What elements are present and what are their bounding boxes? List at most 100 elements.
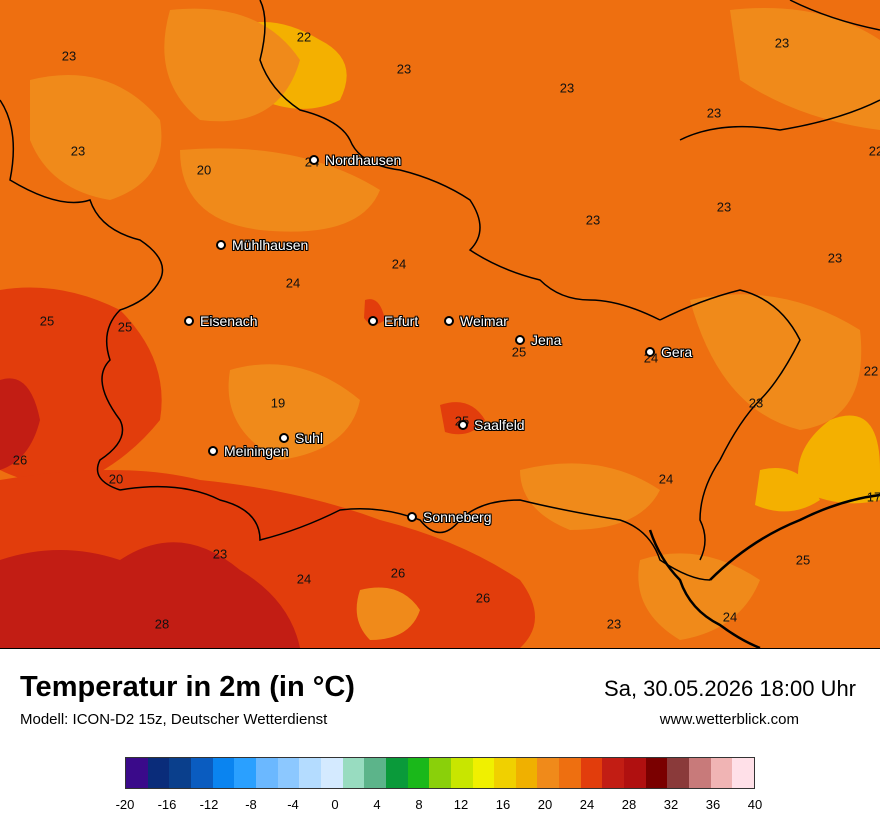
city-marker-icon [279,433,289,443]
border-east [659,99,880,561]
cool-patch-south [520,463,660,530]
city-name: Jena [531,332,562,348]
city-name: Sonneberg [423,509,492,525]
border-west [0,99,164,491]
scale-tick-label: 32 [663,797,679,812]
value-label: 23 [61,48,77,64]
city-name: Erfurt [384,313,419,329]
city-muehlhausen[interactable]: Mühlhausen [216,237,308,253]
value-label: 22 [863,363,879,379]
color-swatch [559,758,581,788]
map-title: Temperatur in 2m (in °C) [20,671,355,703]
color-swatch [385,758,408,788]
scale-tick-label: -20 [115,797,135,812]
city-name: Weimar [460,313,508,329]
cool-area-east [798,415,880,504]
color-swatch [299,758,321,788]
color-swatch [494,758,516,788]
city-name: Mühlhausen [232,237,309,253]
hot-area-sw [0,542,300,648]
cool-patch-center [180,148,380,232]
color-swatch [710,758,733,788]
model-info: Modell: ICON-D2 15z, Deutscher Wetterdie… [20,711,328,728]
scale-tick-label: -4 [287,797,299,812]
border-south [119,485,711,581]
value-label: 22 [868,143,880,159]
scale-tick-label: 20 [537,797,553,812]
cool-patch-sonneberg [356,587,420,640]
color-swatch [472,758,495,788]
color-swatch [147,758,170,788]
color-swatch [190,758,213,788]
city-jena[interactable]: Jena [515,332,561,348]
city-marker-icon [216,240,226,250]
scale-tick-label: 4 [373,797,381,812]
value-label: 26 [475,590,491,606]
color-swatch [689,758,711,788]
cool-patch-north [164,8,300,122]
value-label: 23 [606,616,622,632]
city-erfurt[interactable]: Erfurt [368,313,418,329]
color-swatch [537,758,560,788]
city-sonneberg[interactable]: Sonneberg [407,509,492,525]
scale-tick-label: 8 [415,797,423,812]
city-gera[interactable]: Gera [645,344,692,360]
value-label: 24 [391,256,407,272]
color-swatch [602,758,625,788]
cool-patch-nw [30,75,162,200]
value-label: 20 [108,471,124,487]
color-swatch [580,758,603,788]
scale-tick-label: -8 [245,797,257,812]
city-name: Eisenach [200,313,258,329]
color-swatch [126,758,148,788]
value-label: 23 [585,212,601,228]
city-marker-icon [208,446,218,456]
scale-tick-label: 16 [495,797,511,812]
value-label: 23 [748,395,764,411]
color-swatch [407,758,430,788]
color-swatch [667,758,690,788]
scale-tick-label: 0 [331,797,339,812]
scale-tick-label: -12 [199,797,219,812]
website-link[interactable]: www.wetterblick.com [659,711,799,728]
color-swatch [169,758,191,788]
value-label: 23 [716,199,732,215]
value-label: 25 [795,552,811,568]
state-borders [0,0,880,581]
border-ne [789,0,880,31]
city-nordhausen[interactable]: Nordhausen [309,152,401,168]
color-scale [125,757,755,789]
cool-area-east2 [755,468,820,512]
cool-patch-se [638,553,760,640]
value-label: 23 [706,105,722,121]
color-swatch [255,758,278,788]
scale-tick-label: 12 [453,797,469,812]
value-label: 17 [866,489,880,505]
cool-patch-ne [730,8,880,130]
scale-tick-label: -16 [157,797,177,812]
color-swatch [277,758,300,788]
city-saalfeld[interactable]: Saalfeld [458,417,525,433]
city-eisenach[interactable]: Eisenach [184,313,258,329]
scale-tick-label: 36 [705,797,721,812]
hot-area-w [0,378,40,470]
city-name: Nordhausen [325,152,402,168]
city-weimar[interactable]: Weimar [444,313,508,329]
color-swatch [320,758,343,788]
color-swatch [212,758,235,788]
value-label: 23 [774,35,790,51]
country-border [648,493,880,648]
scale-tick-label: 24 [579,797,595,812]
color-swatch [364,758,386,788]
value-label: 26 [390,565,406,581]
value-label: 25 [39,313,55,329]
cool-patch-middle [228,364,360,460]
city-meiningen[interactable]: Meiningen [208,443,289,459]
cool-patch-east [690,294,862,430]
value-label: 23 [827,250,843,266]
city-suhl[interactable]: Suhl [279,430,323,446]
temperature-map: 22 23 23 23 23 23 20 24 23 22 23 24 24 2… [0,0,880,649]
color-scale-ticks: -20 -16 -12 -8 -4 0 4 8 12 16 20 24 28 32 36 40 [116,797,763,813]
city-name: Meiningen [224,443,289,459]
city-marker-icon [645,347,655,357]
